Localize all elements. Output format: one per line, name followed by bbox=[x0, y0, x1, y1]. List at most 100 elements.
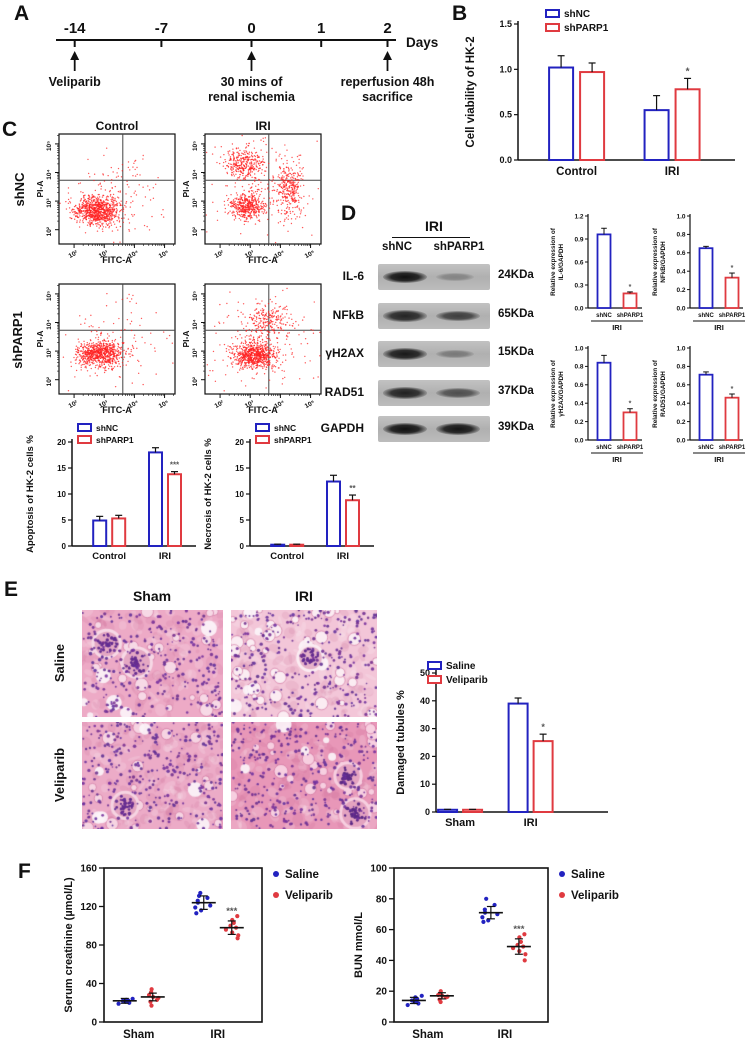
svg-text:IRI: IRI bbox=[612, 455, 622, 464]
svg-text:Sham: Sham bbox=[123, 1029, 154, 1041]
svg-text:IRI: IRI bbox=[159, 551, 171, 562]
svg-text:10²: 10² bbox=[68, 399, 80, 410]
svg-text:0.0: 0.0 bbox=[574, 305, 583, 312]
svg-text:FITC-A: FITC-A bbox=[102, 255, 132, 265]
svg-text:20: 20 bbox=[57, 438, 66, 447]
svg-text:0.8: 0.8 bbox=[574, 364, 583, 371]
svg-text:Damaged tubules %: Damaged tubules % bbox=[395, 690, 407, 795]
svg-text:0.9: 0.9 bbox=[574, 236, 583, 243]
svg-text:sacrifice: sacrifice bbox=[362, 90, 413, 104]
histology-row-label-saline: Saline bbox=[52, 643, 67, 683]
svg-text:15: 15 bbox=[235, 464, 244, 473]
svg-text:1: 1 bbox=[317, 20, 325, 37]
histology-veliparib-sham bbox=[82, 722, 223, 829]
svg-text:0.8: 0.8 bbox=[676, 232, 685, 239]
svg-text:0.0: 0.0 bbox=[676, 437, 685, 444]
svg-text:0.0: 0.0 bbox=[499, 155, 512, 165]
svg-text:RAD51/GAPDH: RAD51/GAPDH bbox=[660, 371, 667, 417]
svg-text:-7: -7 bbox=[155, 20, 168, 37]
svg-text:40: 40 bbox=[86, 979, 98, 990]
svg-text:10²: 10² bbox=[192, 226, 199, 236]
svg-text:***: *** bbox=[170, 461, 180, 470]
svg-text:PI-A: PI-A bbox=[181, 181, 191, 198]
svg-text:2: 2 bbox=[383, 20, 391, 37]
panel-d-label: D bbox=[341, 202, 357, 225]
svg-text:80: 80 bbox=[86, 941, 98, 952]
svg-text:Saline: Saline bbox=[571, 869, 605, 881]
svg-text:shPARP1: shPARP1 bbox=[96, 435, 134, 445]
western-blot-block: IRI shNC shPARP1 bbox=[370, 210, 560, 460]
svg-text:10³: 10³ bbox=[192, 198, 199, 208]
svg-text:shNC: shNC bbox=[596, 313, 612, 319]
svg-text:renal ischemia: renal ischemia bbox=[208, 90, 296, 104]
svg-text:10⁴: 10⁴ bbox=[46, 169, 53, 179]
svg-text:10⁴: 10⁴ bbox=[192, 169, 199, 179]
svg-text:FITC-A: FITC-A bbox=[248, 405, 278, 415]
svg-text:10³: 10³ bbox=[46, 348, 53, 358]
svg-text:Relative expression of: Relative expression of bbox=[652, 227, 659, 296]
blot-strip-2 bbox=[378, 341, 490, 367]
nfkb-expression-chart: 0.0 0.2 0.4 0.6 0.8 1.0 Relative expression of… bbox=[650, 208, 747, 347]
svg-text:IRI: IRI bbox=[714, 455, 724, 464]
svg-text:IRI: IRI bbox=[210, 1029, 225, 1041]
blot-strip-0 bbox=[378, 264, 490, 290]
svg-text:shNC: shNC bbox=[96, 423, 118, 433]
svg-text:0.0: 0.0 bbox=[574, 437, 583, 444]
svg-text:**: ** bbox=[349, 484, 356, 493]
svg-text:10⁴: 10⁴ bbox=[192, 319, 199, 329]
svg-text:1.0: 1.0 bbox=[676, 213, 685, 220]
svg-text:1.0: 1.0 bbox=[676, 345, 685, 352]
svg-text:10⁵: 10⁵ bbox=[158, 249, 170, 260]
svg-text:Sham: Sham bbox=[445, 817, 475, 829]
svg-text:80: 80 bbox=[376, 894, 388, 905]
svg-text:0.0: 0.0 bbox=[676, 305, 685, 312]
flow-plot-shparp1-iri: 10² 10² 10³ 10³ 10⁴ 10⁴ 10⁵ 10⁵ FITC-A PI-A bbox=[181, 281, 326, 431]
serum-creatinine-chart: 0 40 80 120 160 Serum creatinine (µmol/L) Sham… bbox=[56, 850, 348, 1047]
svg-text:20: 20 bbox=[376, 987, 388, 998]
svg-text:10⁵: 10⁵ bbox=[304, 399, 316, 410]
svg-text:0.4: 0.4 bbox=[574, 401, 583, 408]
histology-saline-iri bbox=[231, 610, 377, 717]
rad51-expression-chart: 0.0 0.2 0.4 0.6 0.8 1.0 Relative expression of… bbox=[650, 340, 747, 479]
blot-protein-yh2ax: γH2AX bbox=[325, 346, 364, 360]
svg-text:shNC: shNC bbox=[698, 313, 714, 319]
blot-band bbox=[436, 310, 480, 322]
svg-text:IRI: IRI bbox=[612, 323, 622, 332]
blot-band bbox=[436, 387, 480, 399]
svg-text:Saline: Saline bbox=[285, 869, 319, 881]
svg-text:30: 30 bbox=[420, 724, 430, 734]
blot-strip-3 bbox=[378, 380, 490, 406]
svg-text:Veliparib: Veliparib bbox=[446, 675, 488, 686]
blot-band bbox=[436, 272, 474, 282]
svg-text:30 mins of: 30 mins of bbox=[221, 75, 284, 89]
blot-kda-il6: 24KDa bbox=[498, 269, 534, 281]
svg-text:10⁴: 10⁴ bbox=[273, 399, 286, 410]
svg-text:120: 120 bbox=[80, 902, 97, 913]
svg-text:0.2: 0.2 bbox=[676, 287, 685, 294]
svg-text:IRI: IRI bbox=[714, 323, 724, 332]
bun-chart: 0 20 40 60 80 100 BUN mmol/L Sham IRI *** Saline Ve… bbox=[346, 850, 648, 1047]
svg-text:5: 5 bbox=[62, 516, 67, 525]
svg-text:10⁵: 10⁵ bbox=[46, 141, 53, 151]
svg-text:Days: Days bbox=[406, 35, 438, 50]
svg-text:10⁵: 10⁵ bbox=[192, 141, 199, 151]
svg-text:Sham: Sham bbox=[412, 1029, 443, 1041]
flow-col-header-control: Control bbox=[95, 119, 139, 133]
svg-text:1.2: 1.2 bbox=[574, 213, 583, 220]
experiment-timeline: -14 -7 0 1 2 Days Veliparib 30 mins of renal isc… bbox=[36, 14, 476, 119]
blot-lane-shparp1: shPARP1 bbox=[433, 241, 485, 253]
svg-text:50: 50 bbox=[420, 668, 430, 678]
blot-band bbox=[383, 310, 427, 322]
svg-text:Relative expression of: Relative expression of bbox=[550, 227, 557, 296]
blot-kda-yh2ax: 15KDa bbox=[498, 346, 534, 358]
svg-text:10⁵: 10⁵ bbox=[46, 291, 53, 301]
svg-text:0.8: 0.8 bbox=[676, 364, 685, 371]
blot-band bbox=[383, 348, 427, 360]
svg-text:Saline: Saline bbox=[446, 661, 476, 672]
svg-text:0.3: 0.3 bbox=[574, 282, 583, 289]
svg-text:10: 10 bbox=[235, 490, 244, 499]
svg-text:10³: 10³ bbox=[46, 198, 53, 208]
svg-text:10³: 10³ bbox=[98, 399, 110, 410]
svg-text:0: 0 bbox=[240, 542, 245, 551]
damaged-tubules-chart: 0 10 20 30 40 50 Damaged tubules % Sham IRI * Sali… bbox=[392, 636, 664, 836]
